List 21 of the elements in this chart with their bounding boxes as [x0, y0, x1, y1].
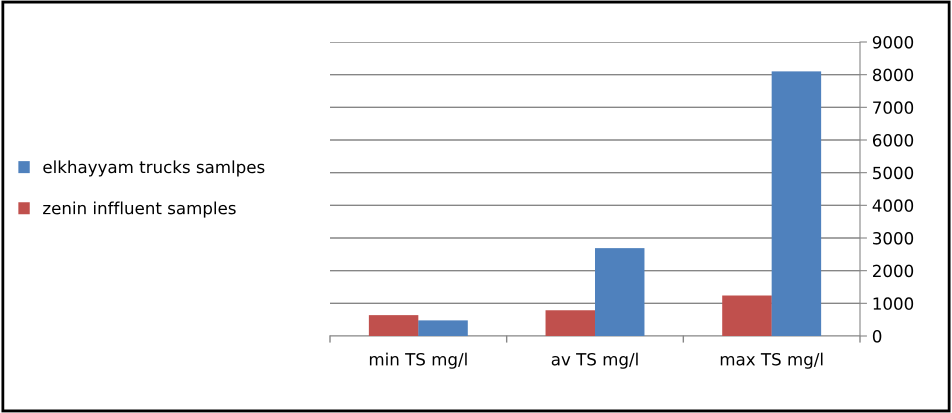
- y-tick-label: 0: [872, 330, 882, 343]
- x-tick-label: max TS mg/l: [720, 352, 822, 369]
- y-tick-label: 9000: [872, 36, 914, 49]
- bar: [368, 315, 418, 336]
- y-tick-label: 2000: [873, 264, 914, 278]
- x-tick-label: min TS mg/l: [370, 352, 467, 369]
- y-tick-label: 8000: [872, 68, 914, 82]
- bar: [772, 71, 822, 336]
- bar: [546, 310, 595, 336]
- bar: [722, 295, 772, 336]
- y-tick-label: 1000: [874, 297, 914, 310]
- y-tick-label: 7000: [873, 101, 914, 114]
- x-tick-label: av TS mg/l: [552, 352, 638, 369]
- y-tick-label: 4000: [872, 199, 914, 212]
- y-tick-label: 3000: [873, 232, 914, 245]
- legend-label: zenin inffluent samples: [43, 202, 236, 218]
- legend-label: elkhayyam trucks samlpes: [43, 160, 264, 176]
- y-tick-label: 5000: [873, 166, 914, 180]
- y-tick-label: 6000: [872, 134, 914, 147]
- bar: [595, 248, 644, 336]
- bar: [418, 320, 468, 336]
